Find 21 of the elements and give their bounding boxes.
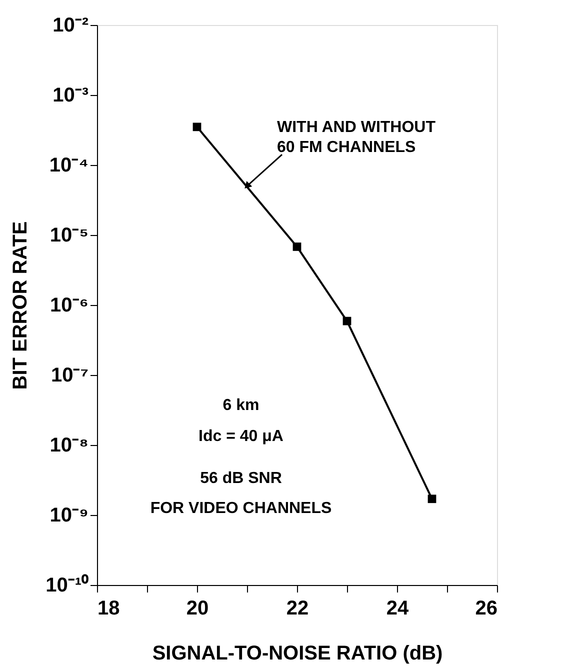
y-tick-label: 10⁻¹⁰ (46, 574, 88, 596)
x-tick-label: 20 (186, 598, 209, 620)
annotation: FOR VIDEO CHANNELS (150, 500, 332, 517)
y-tick-label: 10⁻⁸ (50, 434, 88, 456)
x-tick-label: 24 (386, 598, 410, 620)
y-axis-title: BIT ERROR RATE (10, 221, 32, 390)
annotation: WITH AND WITHOUT 60 FM CHANNELS (277, 119, 436, 156)
y-tick-label: 10⁻⁶ (50, 294, 88, 316)
y-tick-label: 10⁻⁵ (50, 224, 88, 246)
annotation: 56 dB SNR (200, 470, 282, 487)
x-tick-label: 18 (98, 598, 120, 620)
y-tick-label: 10⁻⁴ (49, 154, 88, 176)
x-axis-title: SIGNAL-TO-NOISE RATIO (dB) (152, 642, 443, 664)
x-tick-label: 26 (475, 598, 498, 620)
y-tick-label: 10⁻³ (52, 84, 89, 106)
x-tick-label: 22 (286, 598, 309, 620)
y-tick-label: 10⁻² (52, 14, 89, 36)
y-tick-label: 10⁻⁷ (51, 364, 88, 386)
y-tick-label: 10⁻⁹ (50, 504, 88, 526)
annotation: Idc = 40 μA (198, 428, 284, 445)
annotation: 6 km (222, 397, 260, 414)
